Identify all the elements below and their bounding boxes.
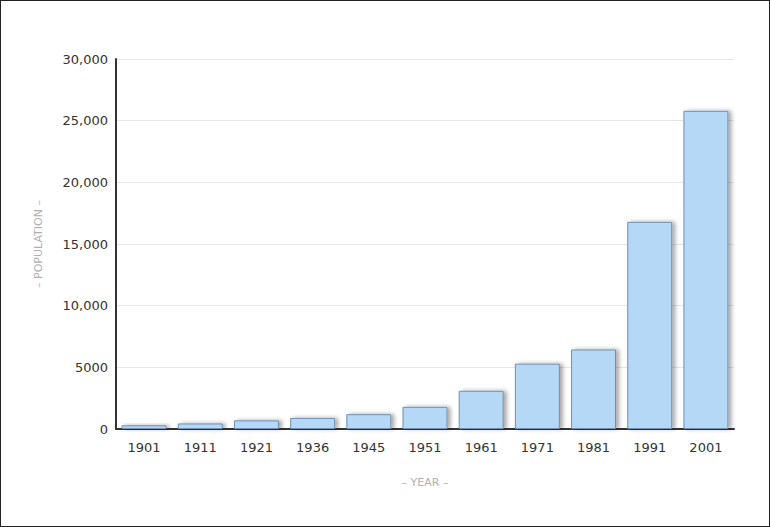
- svg-text:1981: 1981: [577, 440, 610, 455]
- svg-text:1911: 1911: [184, 440, 217, 455]
- svg-text:1945: 1945: [352, 440, 385, 455]
- svg-text:1951: 1951: [408, 440, 441, 455]
- svg-text:10,000: 10,000: [63, 298, 109, 313]
- svg-text:1936: 1936: [296, 440, 329, 455]
- svg-text:1961: 1961: [465, 440, 498, 455]
- svg-text:2001: 2001: [689, 440, 722, 455]
- svg-text:5000: 5000: [75, 360, 108, 375]
- svg-text:20,000: 20,000: [63, 175, 109, 190]
- svg-text:30,000: 30,000: [63, 52, 109, 67]
- svg-text:25,000: 25,000: [63, 113, 109, 128]
- svg-text:– YEAR –: – YEAR –: [402, 476, 449, 489]
- svg-text:15,000: 15,000: [63, 237, 109, 252]
- svg-text:1901: 1901: [128, 440, 161, 455]
- svg-text:– POPULATION –: – POPULATION –: [32, 200, 45, 288]
- svg-text:1971: 1971: [521, 440, 554, 455]
- svg-text:1991: 1991: [633, 440, 666, 455]
- svg-text:1921: 1921: [240, 440, 273, 455]
- svg-text:0: 0: [100, 422, 108, 437]
